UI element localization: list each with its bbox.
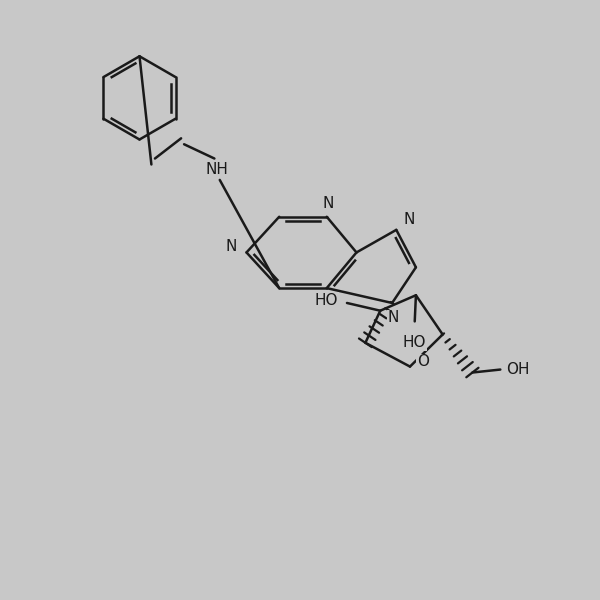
Text: HO: HO [315, 293, 338, 308]
Text: HO: HO [403, 335, 427, 350]
Text: OH: OH [506, 362, 530, 377]
Text: N: N [404, 212, 415, 227]
Text: N: N [226, 239, 238, 254]
Text: N: N [322, 196, 334, 211]
Text: N: N [388, 310, 399, 325]
Text: O: O [417, 355, 429, 370]
Text: NH: NH [205, 162, 228, 177]
